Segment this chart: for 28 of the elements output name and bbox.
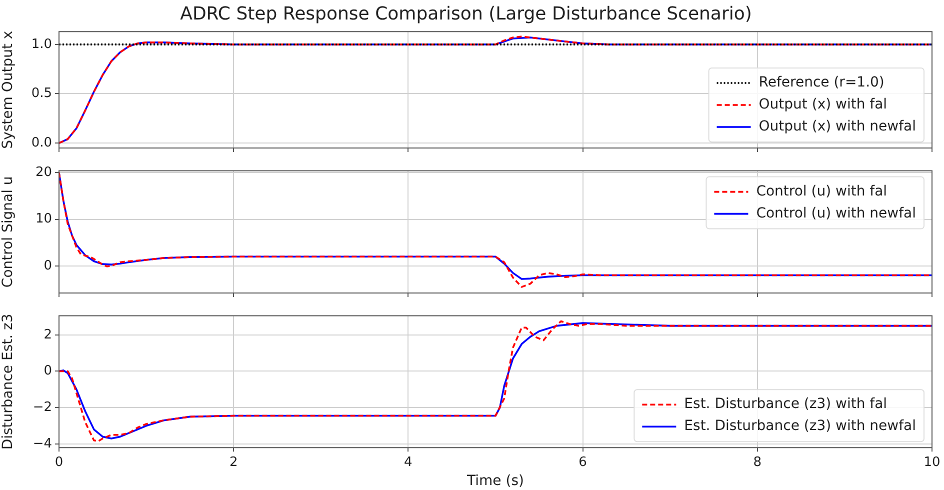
y-axis-title: Disturbance Est. z3 (0, 314, 16, 450)
legend-label: Output (x) with newfal (758, 118, 916, 135)
x-tick-label: 6 (578, 454, 587, 470)
legend-label: Reference (r=1.0) (758, 74, 884, 91)
y-tick-label: 1.0 (31, 36, 52, 52)
x-tick-label: 8 (753, 454, 762, 470)
legend-label: Output (x) with fal (758, 96, 888, 113)
legend-label: Est. Disturbance (z3) with newfal (684, 418, 916, 434)
legend-label: Est. Disturbance (z3) with fal (684, 396, 888, 412)
x-tick-label: 2 (229, 454, 238, 470)
chart-title: ADRC Step Response Comparison (Large Disturbance Scenario) (180, 3, 752, 24)
legend-label: Control (u) with fal (756, 183, 888, 200)
y-tick-label: −2 (32, 400, 52, 415)
y-tick-label: 10 (35, 212, 52, 227)
x-tick-label: 0 (54, 454, 64, 470)
x-tick-label: 4 (404, 454, 412, 470)
legend-label: Control (u) with newfal (756, 205, 916, 222)
x-axis-title: Time (s) (466, 473, 524, 490)
y-tick-label: −4 (32, 436, 52, 452)
x-tick-label: 10 (924, 454, 940, 470)
y-axis-title: Control Signal u (0, 176, 16, 288)
y-tick-label: 0 (44, 364, 52, 379)
y-tick-label: 2 (44, 327, 52, 342)
y-tick-label: 0.5 (31, 86, 52, 102)
y-tick-label: 20 (35, 165, 52, 180)
y-tick-label: 0 (44, 258, 52, 274)
y-tick-label: 0.0 (31, 135, 52, 150)
y-axis-title: System Output x (0, 30, 16, 149)
